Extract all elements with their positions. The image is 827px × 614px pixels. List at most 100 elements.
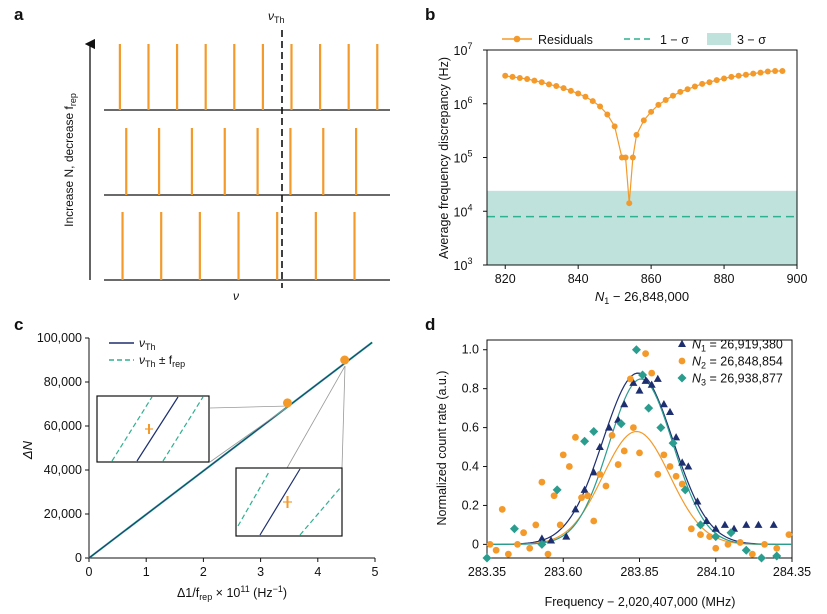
legend-one-sigma-label: 1 − σ xyxy=(660,33,689,47)
c-y-tick-label: 20,000 xyxy=(44,507,82,521)
n2-point xyxy=(642,350,649,358)
zoom-connector-1b xyxy=(209,405,290,463)
zoom-inset-2 xyxy=(235,467,343,537)
fit-curve-n1 xyxy=(486,372,793,545)
residual-point xyxy=(648,108,655,115)
panel-label-a: a xyxy=(14,5,24,24)
panel-label-b: b xyxy=(425,5,435,24)
n2-point xyxy=(636,449,643,457)
n1-point xyxy=(684,462,693,470)
n2-point xyxy=(687,525,695,533)
n1-point xyxy=(647,380,656,388)
residual-point xyxy=(553,83,560,90)
residual-point xyxy=(575,90,582,97)
c-data-point xyxy=(282,398,292,408)
n2-point xyxy=(748,550,756,558)
residual-point xyxy=(742,71,749,78)
residual-point xyxy=(640,117,647,124)
n2-point xyxy=(486,540,494,548)
d-y-tick-label: 1.0 xyxy=(462,343,479,357)
residual-point xyxy=(677,88,684,95)
n1-point xyxy=(653,374,662,382)
d-y-tick-label: 0.4 xyxy=(462,460,479,474)
n3-point xyxy=(726,528,736,538)
b-x-label: N1 − 26,848,000 xyxy=(595,289,689,306)
inset-1-minus-line xyxy=(111,396,153,462)
zoom-connector-1a xyxy=(209,405,290,409)
residual-point xyxy=(582,93,589,100)
residual-point xyxy=(721,75,728,82)
b-x-tick-label: 840 xyxy=(568,272,589,286)
n2-point xyxy=(773,544,781,552)
c-y-tick-label: 80,000 xyxy=(44,375,82,389)
panel-c-chart: 0 1 2 3 4 5 0 20,000 40,000 60,000 80,000 100,000 xyxy=(20,331,379,602)
n1-point xyxy=(595,442,604,451)
residual-point xyxy=(524,76,531,83)
d-y-tick-label: 0.6 xyxy=(462,421,479,435)
residual-point xyxy=(684,86,691,93)
n1-point xyxy=(580,485,589,493)
n1-point xyxy=(659,400,668,408)
n3-point xyxy=(680,485,690,495)
n1-point xyxy=(547,536,556,544)
n1-point xyxy=(589,468,598,476)
n2-point xyxy=(544,550,552,558)
legend-three-sigma-swatch xyxy=(707,33,731,45)
residual-point xyxy=(706,79,713,86)
n2-point xyxy=(559,451,567,459)
b-y-tick-label: 107 xyxy=(454,41,473,58)
c-x-tick-label: 1 xyxy=(143,565,150,579)
n2-point xyxy=(520,529,527,537)
n1-point xyxy=(666,407,674,416)
residual-point xyxy=(611,123,618,130)
n3-point xyxy=(589,426,599,436)
c-x-tick-label: 3 xyxy=(257,565,264,579)
vth-line xyxy=(88,342,373,559)
residual-point xyxy=(699,80,706,87)
n2-point xyxy=(602,482,610,490)
residual-point xyxy=(531,77,538,84)
c-data-point xyxy=(340,355,350,365)
n2-point xyxy=(492,546,500,554)
n3-point xyxy=(644,403,654,413)
c-y-tick-label: 0 xyxy=(75,551,82,565)
n1-point xyxy=(720,520,729,528)
n1-point xyxy=(635,386,644,394)
panel-a-diagram: Increase N, decrease frep νTh ν xyxy=(62,9,390,303)
n1-point xyxy=(620,400,629,408)
n2-point xyxy=(550,492,558,500)
inset-1-vth-line xyxy=(136,396,179,462)
b-y-tick-label: 104 xyxy=(454,202,473,219)
residual-point xyxy=(629,154,636,161)
d-x-tick-label: 283.85 xyxy=(620,565,658,579)
n1-point xyxy=(571,505,580,513)
b-y-tick-label: 105 xyxy=(454,149,473,166)
c-x-tick-label: 2 xyxy=(200,565,207,579)
b-x-tick-label: 820 xyxy=(495,272,516,286)
panel-label-d: d xyxy=(425,315,435,334)
n2-point xyxy=(761,540,768,548)
n2-point xyxy=(504,550,512,558)
legend-n1-label: N1 = 26,919,380 xyxy=(692,338,783,354)
b-y-tick-label: 106 xyxy=(454,95,473,112)
n3-point xyxy=(580,436,590,446)
n3-point xyxy=(668,438,678,448)
residual-point xyxy=(538,79,545,86)
n3-point xyxy=(741,545,751,555)
legend-residuals-label: Residuals xyxy=(538,33,593,47)
n2-point xyxy=(590,517,598,525)
zoom-connector-2a xyxy=(341,365,346,469)
residual-point xyxy=(662,96,669,103)
n2-point xyxy=(532,521,540,529)
residual-point xyxy=(589,98,596,105)
inset-1-plus-line xyxy=(162,396,204,462)
residual-point xyxy=(604,111,611,118)
d-x-tick-label: 284.35 xyxy=(773,565,811,579)
legend-n2-label: N2 = 26,848,854 xyxy=(692,355,783,371)
n1-point xyxy=(537,534,546,542)
n2-point xyxy=(648,369,656,377)
c-y-tick-label: 60,000 xyxy=(44,419,82,433)
residual-point xyxy=(772,67,779,74)
n1-point xyxy=(769,520,778,528)
